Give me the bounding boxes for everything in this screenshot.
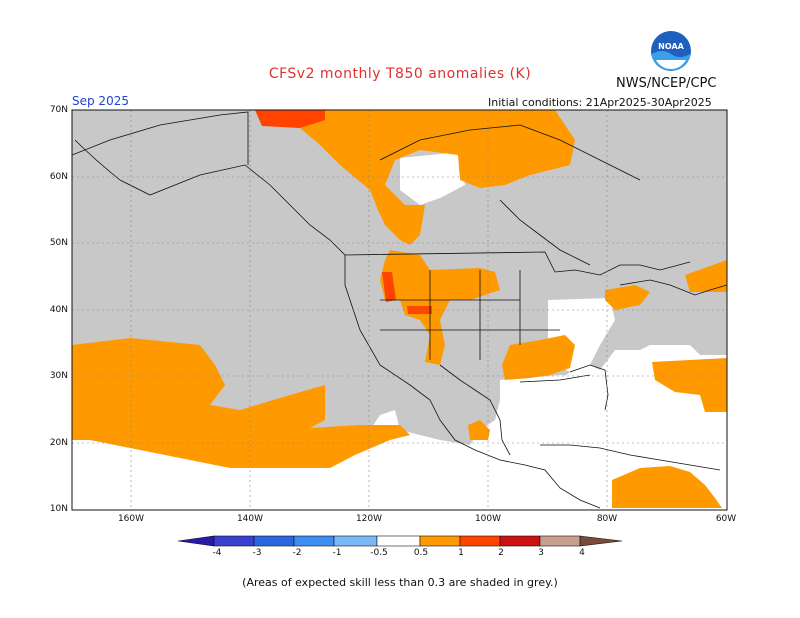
lat-label: 10N: [49, 504, 68, 514]
lon-label: 80W: [596, 514, 618, 524]
lat-label: 20N: [49, 438, 68, 448]
lat-label: 50N: [49, 238, 68, 248]
colorbar-label: -4: [212, 548, 222, 558]
anomaly-0.5-1-region: [72, 338, 410, 468]
colorbar-label: -0.5: [370, 548, 388, 558]
colorbar-label: 0.5: [413, 548, 429, 558]
noaa-logo: NOAA: [651, 31, 691, 71]
lat-label: 60N: [49, 172, 68, 182]
svg-text:NOAA: NOAA: [658, 42, 684, 51]
colorbar-label: 2: [498, 548, 504, 558]
lon-label: 140W: [236, 514, 264, 524]
colorbar-label: -2: [292, 548, 302, 558]
agency-label: NWS/NCEP/CPC: [616, 76, 717, 91]
lon-label: 160W: [117, 514, 145, 524]
colorbar: [177, 535, 623, 547]
lat-label: 40N: [49, 305, 68, 315]
forecast-month: Sep 2025: [72, 94, 129, 108]
lat-label: 70N: [49, 105, 68, 115]
colorbar-label: 4: [579, 548, 585, 558]
anomaly-1-2-region: [255, 110, 325, 128]
colorbar-label: -3: [252, 548, 262, 558]
skill-footnote: (Areas of expected skill less than 0.3 a…: [242, 576, 558, 589]
colorbar-label: -1: [332, 548, 342, 558]
lon-label: 120W: [355, 514, 383, 524]
lat-label: 30N: [49, 371, 68, 381]
map-title: CFSv2 monthly T850 anomalies (K): [268, 66, 532, 82]
initial-conditions: Initial conditions: 21Apr2025-30Apr2025: [488, 96, 712, 109]
lon-label: 60W: [715, 514, 737, 524]
colorbar-label: 3: [538, 548, 544, 558]
lon-label: 100W: [474, 514, 502, 524]
colorbar-label: 1: [458, 548, 464, 558]
